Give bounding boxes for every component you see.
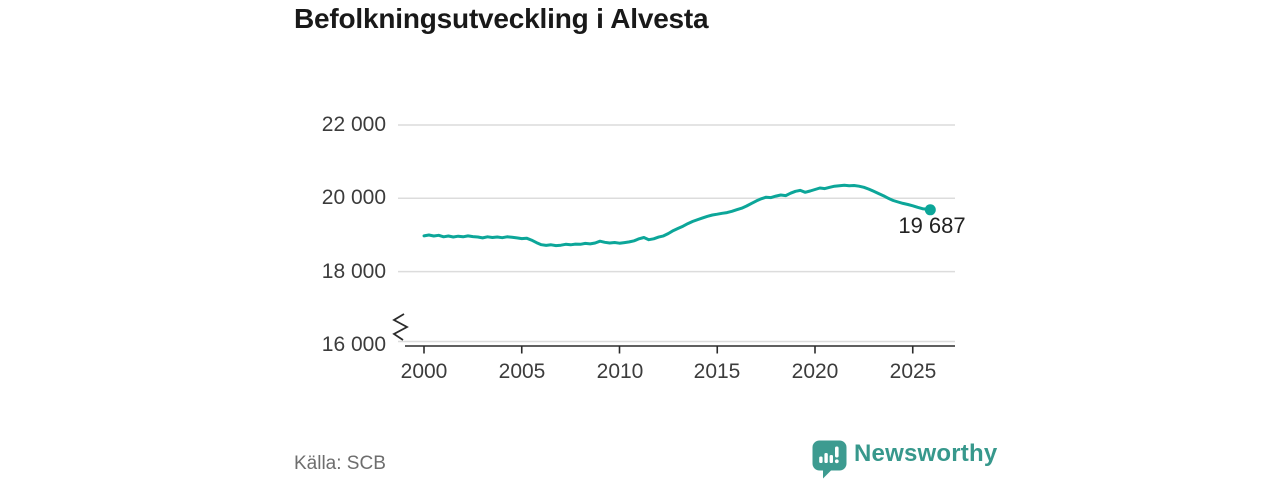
brand-name: Newsworthy [854, 440, 998, 467]
x-tick-label-2005: 2005 [498, 360, 546, 383]
x-axis [405, 345, 955, 354]
newsworthy-speech-bubble-barchart-icon [812, 440, 847, 479]
y-tick-label-18000: 18 000 [321, 260, 386, 283]
bar-medium [824, 453, 828, 463]
y-tick-label-20000: 20 000 [321, 186, 386, 209]
series-line-Befolkning [422, 183, 932, 248]
bar-small [819, 456, 823, 463]
x-tick-label-2000: 2000 [400, 360, 448, 383]
gridlines [398, 124, 955, 343]
population-line-series [422, 183, 936, 248]
x-tick-label-2025: 2025 [889, 360, 937, 383]
newsworthy-brand: Newsworthy [812, 440, 997, 468]
y-axis-break-icon [392, 313, 409, 341]
latest-value-dot [924, 204, 936, 216]
x-tick-label-2010: 2010 [596, 360, 644, 383]
y-tick-label-16000: 16 000 [321, 333, 386, 356]
exclamation-bar [835, 446, 839, 458]
x-tick-label-2015: 2015 [693, 360, 741, 383]
chart-title: Befolkningsutveckling i Alvesta [294, 3, 709, 34]
axis-break-squiggle [392, 313, 409, 341]
bar-large [829, 455, 833, 463]
latest-value-label: 19 687 [898, 213, 966, 238]
y-tick-label-22000: 22 000 [321, 113, 386, 136]
source-caption: Källa: SCB [294, 453, 386, 474]
x-tick-label-2020: 2020 [791, 360, 839, 383]
exclamation-dot [834, 459, 839, 464]
